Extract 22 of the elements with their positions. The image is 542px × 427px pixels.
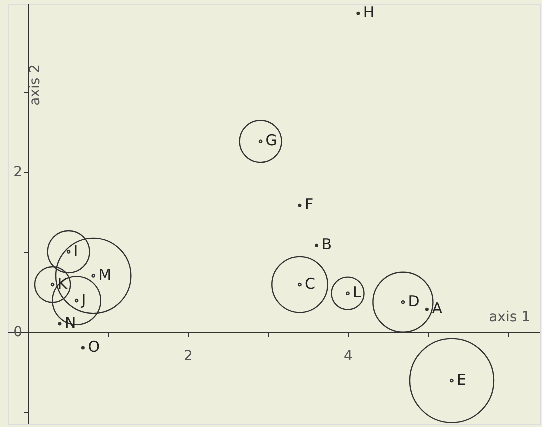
annotation: H xyxy=(363,4,375,22)
annotation: F xyxy=(305,196,314,214)
x-tick-label: 4 xyxy=(344,348,354,364)
annotation: L xyxy=(353,284,362,302)
y-axis-title: axis 2 xyxy=(28,64,44,106)
annotation: M xyxy=(98,266,112,284)
point xyxy=(298,204,302,208)
annotation: B xyxy=(322,236,332,254)
annotation: A xyxy=(432,300,444,318)
point xyxy=(425,308,429,312)
point xyxy=(315,244,319,248)
annotation: I xyxy=(74,242,78,260)
annotation: O xyxy=(88,338,100,356)
x-axis-title: axis 1 xyxy=(489,310,530,326)
annotation: D xyxy=(408,292,420,310)
annotation: E xyxy=(457,370,466,389)
point xyxy=(81,346,85,350)
point xyxy=(356,12,360,16)
annotation: G xyxy=(266,132,278,150)
annotation: J xyxy=(80,290,86,309)
annotation: C xyxy=(305,274,316,293)
point xyxy=(58,322,62,326)
